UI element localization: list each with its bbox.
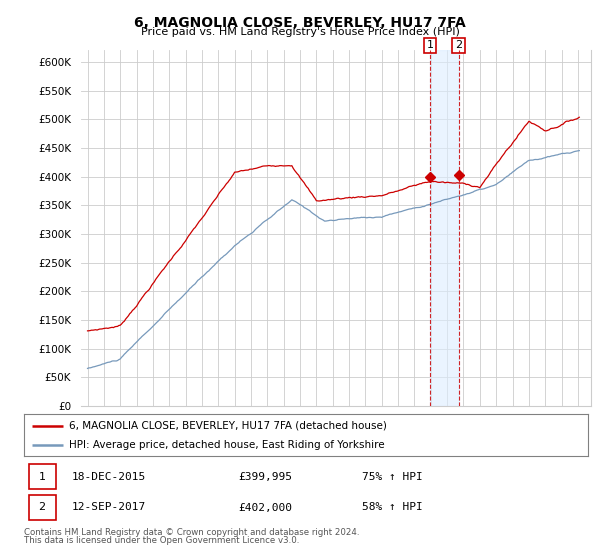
Bar bbox=[430, 50, 458, 406]
Text: 6, MAGNOLIA CLOSE, BEVERLEY, HU17 7FA (detached house): 6, MAGNOLIA CLOSE, BEVERLEY, HU17 7FA (d… bbox=[69, 421, 387, 431]
Text: 18-DEC-2015: 18-DEC-2015 bbox=[72, 472, 146, 482]
Text: 12-SEP-2017: 12-SEP-2017 bbox=[72, 502, 146, 512]
Text: 1: 1 bbox=[38, 472, 46, 482]
Text: 1: 1 bbox=[427, 40, 434, 50]
FancyBboxPatch shape bbox=[29, 494, 56, 520]
Text: 2: 2 bbox=[455, 40, 462, 50]
Text: This data is licensed under the Open Government Licence v3.0.: This data is licensed under the Open Gov… bbox=[24, 536, 299, 545]
Text: 58% ↑ HPI: 58% ↑ HPI bbox=[362, 502, 423, 512]
Text: 75% ↑ HPI: 75% ↑ HPI bbox=[362, 472, 423, 482]
Text: HPI: Average price, detached house, East Riding of Yorkshire: HPI: Average price, detached house, East… bbox=[69, 440, 385, 450]
FancyBboxPatch shape bbox=[29, 464, 56, 489]
Text: 6, MAGNOLIA CLOSE, BEVERLEY, HU17 7FA: 6, MAGNOLIA CLOSE, BEVERLEY, HU17 7FA bbox=[134, 16, 466, 30]
Text: Contains HM Land Registry data © Crown copyright and database right 2024.: Contains HM Land Registry data © Crown c… bbox=[24, 528, 359, 536]
Text: Price paid vs. HM Land Registry's House Price Index (HPI): Price paid vs. HM Land Registry's House … bbox=[140, 27, 460, 37]
Text: £399,995: £399,995 bbox=[238, 472, 292, 482]
Text: £402,000: £402,000 bbox=[238, 502, 292, 512]
Text: 2: 2 bbox=[38, 502, 46, 512]
